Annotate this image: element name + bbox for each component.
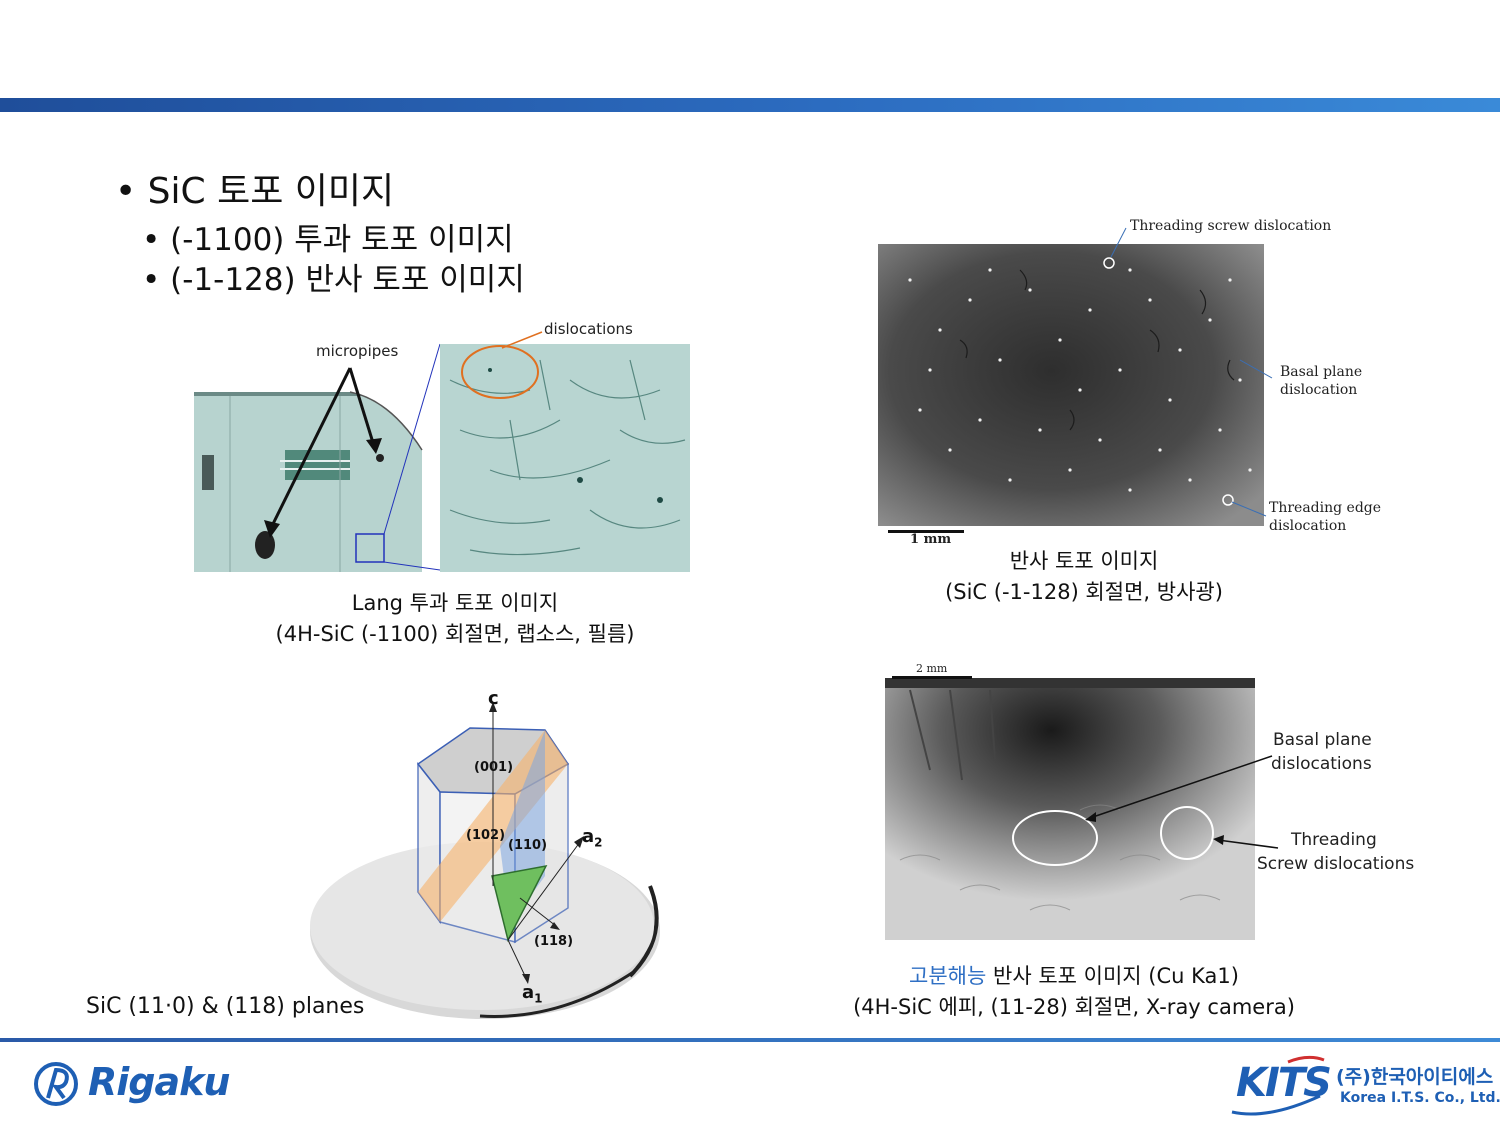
rigaku-logo: Rigaku: [34, 1054, 264, 1114]
hires-caption-highlight: 고분해능: [909, 964, 987, 988]
kits-english-name: Korea I.T.S. Co., Ltd.: [1340, 1090, 1500, 1106]
crystal-caption: SiC (11·0) & (118) planes: [86, 994, 365, 1019]
hires-caption-line2: (4H-SiC 에피, (11-28) 회절면, X-ray camera): [853, 995, 1295, 1019]
axis-a2-subscript: 2: [594, 835, 603, 850]
bullet-main: • SiC 토포 이미지: [115, 171, 395, 212]
hires-topography-figure: 2 mm Basal plane dislocations Threading …: [880, 660, 1420, 950]
bullet-sub-transmission: • (-1100) 투과 토포 이미지: [142, 222, 514, 258]
bullet-sub-reflection: • (-1-128) 반사 토포 이미지: [142, 262, 525, 298]
hires-caption-rest: 반사 토포 이미지 (Cu Ka1): [986, 964, 1239, 988]
header-bar: [0, 98, 1500, 112]
label-screw-dislocations: Screw dislocations: [1257, 854, 1415, 874]
plane-102: (102): [466, 828, 506, 843]
axis-a1-subscript: 1: [534, 991, 543, 1006]
label-threading-edge-2: dislocation: [1269, 518, 1347, 534]
lang-caption-line1: Lang 투과 토포 이미지: [351, 591, 559, 615]
kits-logo: KITS (주)한국아이티에스 Korea I.T.S. Co., Ltd.: [1228, 1054, 1500, 1118]
crystal-planes-diagram: c a2 a1 (001) (102) (110) (118): [300, 686, 670, 1026]
label-micropipes: micropipes: [316, 342, 399, 360]
label-threading-edge-1: Threading edge: [1269, 500, 1382, 516]
reflection-topography-figure: Threading screw dislocation Basal plane …: [870, 210, 1390, 550]
kits-korean-name: (주)한국아이티에스: [1336, 1066, 1494, 1088]
kits-wordmark: KITS: [1236, 1060, 1332, 1106]
axis-a1: a1: [522, 982, 543, 1006]
axis-a2: a2: [582, 826, 603, 850]
label-basal-plane-dislocations-2: dislocations: [1271, 754, 1372, 774]
lang-caption: Lang 투과 토포 이미지 (4H-SiC (-1100) 회절면, 랩소스,…: [200, 588, 710, 650]
label-threading-screw: Threading screw dislocation: [1130, 218, 1332, 234]
label-dislocations: dislocations: [544, 320, 633, 338]
plane-110: (110): [508, 838, 548, 853]
lang-topography-figure: micropipes dislocations: [190, 320, 700, 580]
reflection-caption-line1: 반사 토포 이미지: [1009, 549, 1159, 573]
plane-001: (001): [474, 760, 514, 775]
label-basal-plane-2: dislocation: [1280, 382, 1358, 398]
hires-caption-line1: 고분해능 반사 토포 이미지 (Cu Ka1): [834, 961, 1314, 992]
reflection-caption: 반사 토포 이미지 (SiC (-1-128) 회절면, 방사광): [884, 546, 1284, 608]
lang-caption-line2: (4H-SiC (-1100) 회절면, 랩소스, 필름): [275, 622, 635, 646]
scale-1mm: 1 mm: [910, 532, 952, 547]
hires-caption: 고분해능 반사 토포 이미지 (Cu Ka1) (4H-SiC 에피, (11-…: [834, 961, 1314, 1023]
label-basal-plane-1: Basal plane: [1280, 364, 1363, 380]
reflection-caption-line2: (SiC (-1-128) 회절면, 방사광): [945, 580, 1223, 604]
plane-118: (118): [534, 934, 574, 949]
label-threading-1: Threading: [1291, 830, 1377, 850]
label-basal-plane-dislocations-1: Basal plane: [1273, 730, 1372, 750]
axis-a1-letter: a: [522, 982, 535, 1003]
footer-line: [0, 1038, 1500, 1042]
rigaku-wordmark: Rigaku: [88, 1060, 230, 1104]
axis-c: c: [488, 688, 499, 709]
scale-2mm: 2 mm: [916, 662, 948, 675]
axis-a2-letter: a: [582, 826, 595, 847]
